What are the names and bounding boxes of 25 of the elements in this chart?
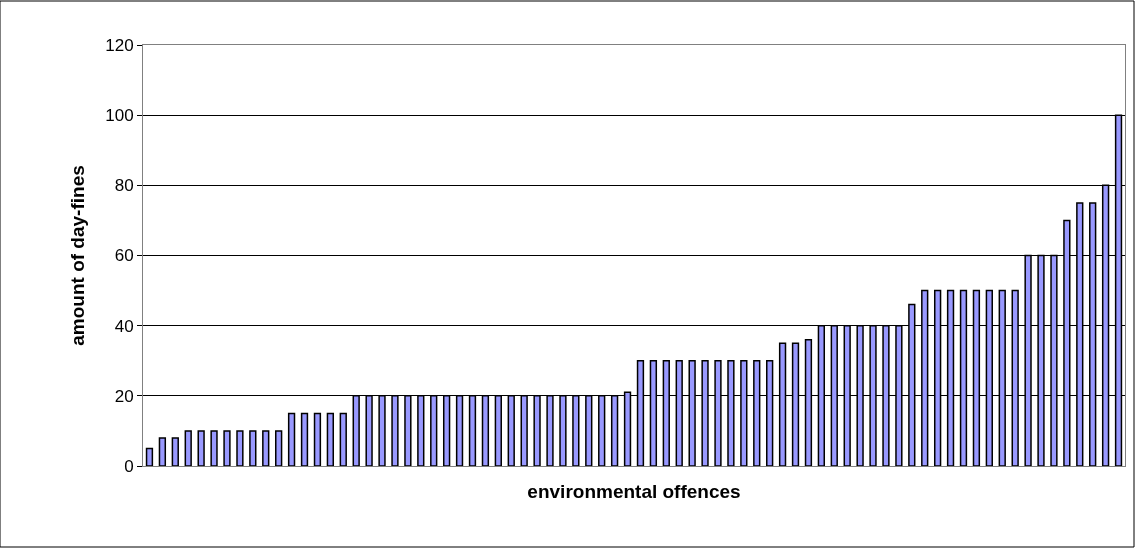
bar — [339, 412, 347, 466]
bar — [287, 412, 296, 466]
y-tick-label: 100 — [105, 106, 134, 126]
y-tick-label: 0 — [124, 456, 134, 476]
y-tick-label: 20 — [114, 386, 134, 406]
bar — [197, 430, 205, 466]
bar — [262, 430, 270, 466]
bar — [158, 437, 167, 466]
bar — [300, 412, 309, 466]
y-axis-title: amount of day-fines — [67, 165, 89, 346]
bar — [145, 447, 154, 466]
y-tick-label: 120 — [105, 35, 134, 55]
bar — [210, 430, 218, 466]
bar — [275, 430, 283, 466]
bar — [171, 437, 179, 466]
x-axis-title: environmental offences — [527, 481, 741, 503]
y-tick-label: 80 — [114, 176, 134, 196]
bar — [326, 412, 335, 466]
bar — [313, 412, 322, 466]
y-tick-label: 40 — [114, 316, 134, 336]
bar — [223, 430, 231, 466]
bar — [249, 430, 257, 466]
y-tick-label: 60 — [114, 246, 134, 266]
bar — [236, 430, 244, 466]
bar — [184, 430, 192, 466]
